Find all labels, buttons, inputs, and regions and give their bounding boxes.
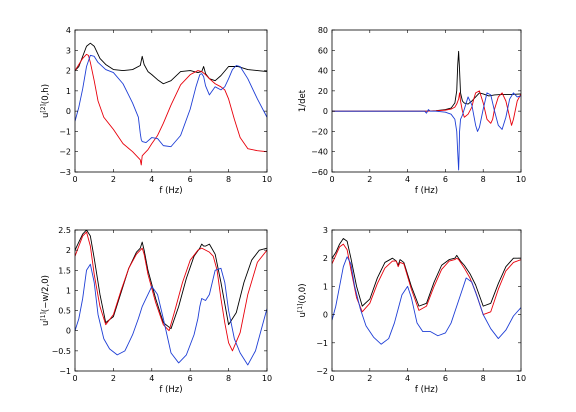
y-tick-label: 2 <box>323 254 328 263</box>
plot-frame <box>74 229 268 372</box>
y-tick-label: −1 <box>59 367 71 376</box>
x-tick-label: 0 <box>72 374 77 383</box>
plot-frame <box>74 29 268 173</box>
y-tick-label: −60 <box>311 168 328 177</box>
y-tick-label: 0 <box>66 107 71 116</box>
series-line-2 <box>75 231 267 352</box>
x-axis-label: f (Hz) <box>159 186 182 196</box>
x-tick-label: 4 <box>405 374 410 383</box>
series-line-1 <box>332 238 521 307</box>
series-line-3 <box>332 256 521 345</box>
series-line-1 <box>75 230 267 330</box>
chart-panel-1: 0 2 4 6 8 10 −3 −2 −1 0 1 2 3 4 f (Hz) u[2](0,h) <box>40 26 272 196</box>
y-tick-label: 80 <box>318 26 328 35</box>
x-tick-label: 6 <box>188 175 193 184</box>
plot-frame <box>331 29 522 173</box>
series-line-2 <box>75 53 267 166</box>
series-line-2 <box>332 243 521 316</box>
y-tick-label: −2 <box>59 148 71 157</box>
y-tick-label: 40 <box>318 67 328 76</box>
y-tick-label: −1 <box>316 339 328 348</box>
y-tick-label: 2.5 <box>58 226 71 235</box>
y-tick-label: 2 <box>66 246 71 255</box>
x-tick-label: 2 <box>111 175 116 184</box>
y-tick-label: 0 <box>66 327 71 336</box>
x-axis-label: f (Hz) <box>415 186 438 196</box>
y-tick-label: −1 <box>59 127 71 136</box>
x-tick-label: 8 <box>226 175 231 184</box>
chart-panel-2: 0 2 4 6 8 10 −60 −40 −20 0 20 40 60 80 f (Hz) 1/det <box>298 26 526 196</box>
x-tick-label: 8 <box>226 374 231 383</box>
x-axis-label: f (Hz) <box>159 385 182 395</box>
x-tick-label: 2 <box>367 374 372 383</box>
y-tick-label: 1 <box>66 286 71 295</box>
y-tick-label: −20 <box>311 127 328 136</box>
y-tick-label: 0.5 <box>58 307 71 316</box>
y-tick-label: 4 <box>66 26 71 35</box>
y-tick-label: 3 <box>323 226 328 235</box>
chart-panel-4: 0 2 4 6 8 10 −2 −1 0 1 2 3 f (Hz) u[1](0,0) <box>297 226 526 395</box>
y-axis-label: u[1](0,0) <box>297 283 308 317</box>
series-line-3 <box>75 263 267 366</box>
y-tick-label: 2 <box>66 67 71 76</box>
x-tick-label: 6 <box>188 374 193 383</box>
y-tick-label: 20 <box>318 87 328 96</box>
y-tick-label: −0.5 <box>52 347 71 356</box>
plot-frame <box>331 229 522 372</box>
x-tick-label: 10 <box>262 374 272 383</box>
x-axis-label: f (Hz) <box>415 385 438 395</box>
y-tick-label: −40 <box>311 148 328 157</box>
x-tick-label: 2 <box>111 374 116 383</box>
y-axis-label: u[1](−w/2,0) <box>40 275 51 326</box>
y-tick-label: 1 <box>323 282 328 291</box>
y-tick-label: 60 <box>318 46 328 55</box>
x-tick-label: 8 <box>481 374 486 383</box>
x-tick-label: 4 <box>149 374 154 383</box>
y-tick-label: 0 <box>323 107 328 116</box>
x-tick-label: 4 <box>149 175 154 184</box>
y-tick-label: 1.5 <box>58 266 71 275</box>
y-tick-label: 1 <box>66 87 71 96</box>
chart-panel-3: 0 2 4 6 8 10 −1 −0.5 0 0.5 1 1.5 2 2.5 f (Hz) u[1](−w/2… <box>40 226 272 395</box>
x-tick-label: 0 <box>329 374 334 383</box>
x-tick-label: 10 <box>516 374 526 383</box>
y-axis-label: u[2](0,h) <box>40 84 51 118</box>
y-axis-label: 1/det <box>298 89 308 112</box>
y-tick-label: 3 <box>66 46 71 55</box>
x-tick-label: 6 <box>443 175 448 184</box>
x-tick-label: 10 <box>262 175 272 184</box>
x-tick-label: 4 <box>405 175 410 184</box>
y-tick-label: −3 <box>59 168 71 177</box>
series-line-3 <box>332 92 521 171</box>
series-line-2 <box>332 90 521 126</box>
series-line-1 <box>75 42 267 85</box>
x-tick-label: 6 <box>443 374 448 383</box>
x-tick-label: 0 <box>72 175 77 184</box>
series-line-3 <box>75 54 267 148</box>
y-tick-label: −2 <box>316 367 328 376</box>
x-tick-label: 8 <box>481 175 486 184</box>
y-tick-label: 0 <box>323 311 328 320</box>
x-tick-label: 2 <box>367 175 372 184</box>
x-tick-label: 0 <box>329 175 334 184</box>
x-tick-label: 10 <box>516 175 526 184</box>
